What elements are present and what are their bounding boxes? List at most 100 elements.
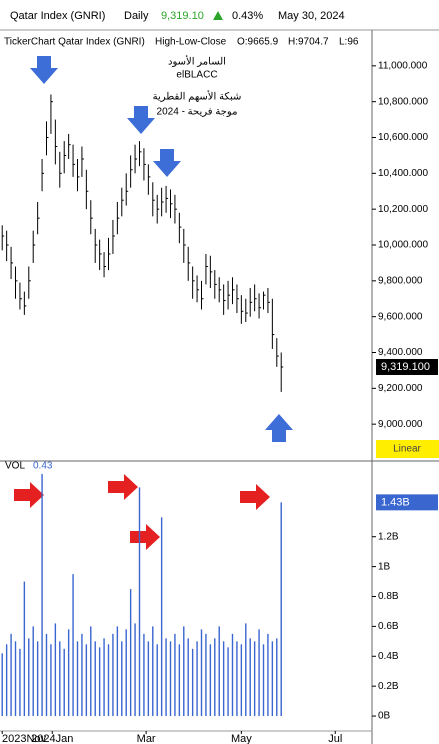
volume-bar bbox=[116, 626, 119, 717]
volume-bar bbox=[107, 644, 110, 717]
volume-bar bbox=[245, 623, 247, 717]
volume-bar bbox=[227, 647, 229, 717]
y-tick-label: 9,000.000 bbox=[378, 419, 423, 430]
annotation: شبكة الأسهم القطرية bbox=[153, 91, 242, 103]
volume-bar bbox=[23, 581, 26, 717]
volume-bar bbox=[19, 648, 21, 717]
x-tick-label: Mar bbox=[137, 733, 156, 744]
volume-bar bbox=[5, 644, 8, 717]
volume-bar bbox=[67, 629, 70, 717]
volume-bar bbox=[262, 644, 265, 717]
volume-bar bbox=[143, 633, 145, 717]
source-label: TickerChart Qatar Index (GNRI) bbox=[4, 37, 145, 48]
volume-bar bbox=[183, 626, 185, 717]
high-label: H:9704.7 bbox=[288, 37, 329, 48]
up-icon bbox=[213, 11, 223, 20]
y-tick-label: 0.4B bbox=[378, 651, 399, 662]
red-arrow bbox=[14, 482, 44, 508]
volume-bar bbox=[209, 644, 212, 717]
y-tick-label: 0B bbox=[378, 711, 391, 722]
volume-bar bbox=[271, 641, 274, 717]
volume-bar bbox=[45, 633, 48, 717]
last-volume-label: 1.43B bbox=[381, 496, 410, 508]
y-tick-label: 9,600.000 bbox=[378, 311, 423, 322]
volume-bar bbox=[249, 638, 251, 717]
volume-bar bbox=[152, 626, 154, 717]
blue-arrow bbox=[127, 106, 155, 134]
arrows bbox=[14, 56, 293, 550]
header-interval: Daily bbox=[124, 10, 149, 22]
y-tick-label: 10,600.000 bbox=[378, 132, 428, 143]
volume-bar bbox=[276, 638, 278, 717]
y-tick-label: 0.8B bbox=[378, 591, 399, 602]
y-tick-label: 9,400.000 bbox=[378, 347, 423, 358]
annotation: موجة فريحة - 2024 bbox=[157, 107, 238, 118]
volume-bar bbox=[1, 653, 3, 717]
x-tick-label: 2024Jan bbox=[31, 733, 73, 744]
volume-last: 0.43 bbox=[33, 461, 53, 472]
volume-bar bbox=[98, 647, 101, 717]
x-tick-label: 2023Nov bbox=[2, 733, 47, 744]
volume-bar bbox=[36, 641, 39, 717]
volume-bar bbox=[222, 641, 225, 717]
y-tick-label: 0.6B bbox=[378, 621, 399, 632]
volume-bar bbox=[14, 641, 17, 717]
y-tick-label: 11,000.000 bbox=[378, 60, 428, 71]
volume-bar bbox=[253, 641, 256, 717]
volume-bar bbox=[76, 641, 79, 717]
volume-bar bbox=[59, 641, 61, 717]
volume-bar bbox=[125, 629, 127, 717]
low-label: L:96 bbox=[339, 37, 359, 48]
volume-bar bbox=[191, 648, 194, 717]
annotation: السامر الأسود bbox=[168, 56, 226, 68]
volume-bar bbox=[169, 641, 172, 717]
volume-name: VOL bbox=[5, 461, 25, 472]
volume-bar bbox=[267, 633, 269, 717]
red-arrow bbox=[240, 484, 270, 510]
volume-bar bbox=[205, 633, 207, 717]
volume-bar bbox=[178, 644, 181, 717]
y-tick-label: 1.2B bbox=[378, 531, 399, 542]
blue-arrow bbox=[153, 149, 181, 177]
y-tick-label: 9,200.000 bbox=[378, 383, 423, 394]
volume-bar bbox=[156, 644, 158, 717]
y-tick-label: 10,200.000 bbox=[378, 204, 428, 215]
y-tick-label: 10,800.000 bbox=[378, 96, 428, 107]
volume-bar bbox=[231, 633, 234, 717]
open-label: O:9665.9 bbox=[237, 37, 279, 48]
scale-label: Linear bbox=[393, 444, 421, 455]
annotation: elBLACC bbox=[176, 70, 217, 81]
volume-bar bbox=[10, 633, 12, 717]
volume-bar bbox=[103, 638, 105, 717]
volume-bar bbox=[236, 641, 238, 717]
x-tick-label: Jul bbox=[328, 733, 342, 744]
volume-bar bbox=[72, 574, 74, 717]
volume-bar bbox=[32, 626, 34, 717]
volume-bar bbox=[54, 623, 57, 717]
volume-bar bbox=[174, 633, 176, 717]
last-price-box bbox=[376, 358, 438, 375]
volume-bar bbox=[280, 502, 282, 717]
volume-bar bbox=[240, 644, 243, 717]
volume-bar bbox=[50, 644, 52, 717]
volume-bar bbox=[214, 638, 216, 717]
header-date: May 30, 2024 bbox=[278, 10, 345, 22]
red-arrow bbox=[130, 524, 160, 550]
volume-bar bbox=[196, 641, 198, 717]
y-tick-label: 1B bbox=[378, 561, 391, 572]
volume-bar bbox=[165, 638, 167, 717]
y-tick-label: 10,000.000 bbox=[378, 240, 428, 251]
style-label: High-Low-Close bbox=[155, 37, 227, 48]
volume-bar bbox=[41, 473, 43, 717]
volume-bar bbox=[129, 589, 132, 717]
volume-bar bbox=[147, 641, 150, 717]
x-tick-label: May bbox=[231, 733, 252, 744]
y-tick-label: 10,400.000 bbox=[378, 168, 428, 179]
last-volume-box bbox=[376, 494, 438, 511]
header-price: 9,319.10 bbox=[161, 10, 204, 22]
header-title: Qatar Index (GNRI) bbox=[10, 10, 105, 22]
volume-bar bbox=[85, 644, 88, 717]
volume-bar bbox=[28, 638, 30, 717]
last-price-label: 9,319.100 bbox=[381, 361, 430, 373]
